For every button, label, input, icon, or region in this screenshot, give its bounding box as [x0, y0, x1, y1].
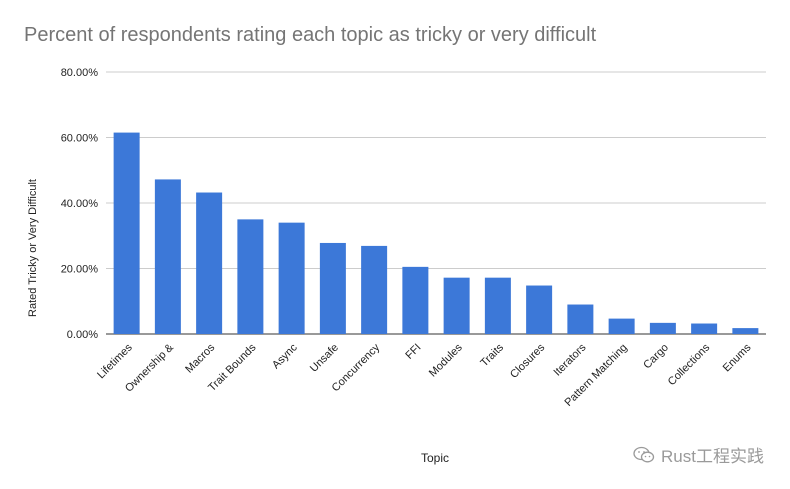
x-tick-label: Iterators	[551, 341, 588, 378]
y-axis-label: Rated Tricky or Very Difficult	[27, 179, 39, 317]
x-tick-label: Macros	[183, 341, 217, 375]
bar	[732, 328, 759, 334]
y-tick-label: 0.00%	[67, 329, 98, 341]
watermark: Rust工程实践	[633, 442, 764, 467]
bar	[278, 222, 305, 334]
bar	[319, 242, 346, 334]
bar	[443, 277, 470, 334]
wechat-icon	[633, 446, 655, 462]
chart-title: Percent of respondents rating each topic…	[24, 24, 597, 46]
x-axis-label: Topic	[421, 451, 449, 465]
y-tick-label: 40.00%	[61, 198, 99, 210]
x-tick-label: Lifetimes	[95, 341, 135, 381]
bar	[649, 322, 676, 334]
bar	[402, 266, 429, 334]
x-tick-label: Enums	[721, 341, 754, 374]
y-tick-label: 20.00%	[61, 264, 99, 276]
y-tick-label: 60.00%	[61, 133, 99, 145]
bar	[484, 277, 511, 334]
x-tick-label: Async	[270, 341, 300, 371]
x-tick-label: Modules	[427, 341, 465, 379]
x-tick-label: Closures	[508, 341, 548, 381]
x-tick-label: FFI	[403, 342, 423, 362]
bar	[567, 304, 594, 334]
bar	[196, 192, 223, 334]
bar	[361, 245, 388, 334]
y-tick-labels: 0.00% 20.00% 40.00% 60.00% 80.00%	[61, 67, 99, 341]
y-tick-label: 80.00%	[61, 67, 99, 79]
bars	[113, 132, 759, 334]
bar	[526, 285, 553, 334]
bar	[237, 219, 264, 334]
x-tick-label: Traits	[478, 341, 506, 369]
bar	[154, 179, 181, 334]
bar	[608, 318, 635, 334]
watermark-text: Rust工程实践	[661, 447, 764, 466]
bar	[691, 323, 718, 334]
x-tick-label: Collections	[666, 341, 713, 388]
x-tick-label: Cargo	[641, 342, 671, 372]
x-tick-label: Unsafe	[308, 342, 341, 375]
bar	[113, 132, 140, 334]
